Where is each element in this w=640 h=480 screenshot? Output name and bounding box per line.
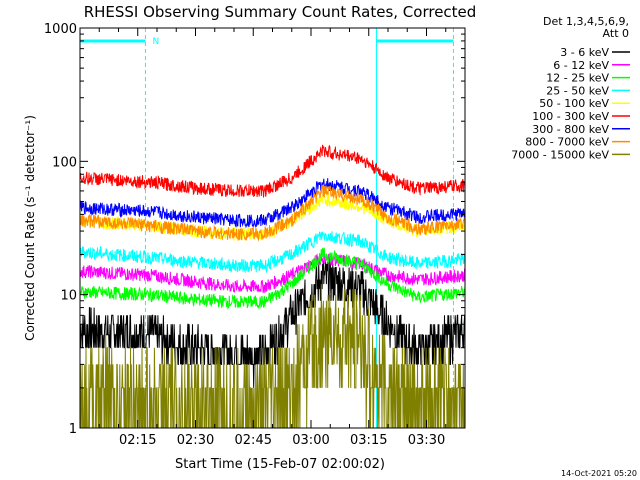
x-tick-label: 03:15: [350, 433, 387, 448]
series-line-8: [79, 184, 466, 242]
y-tick-label: 100: [52, 155, 77, 170]
legend-label: 6 - 12 keV: [553, 59, 609, 72]
y-tick-label: 10: [60, 289, 77, 304]
chart-title: RHESSI Observing Summary Count Rates, Co…: [84, 3, 477, 21]
legend-header: Att 0: [603, 27, 629, 40]
legend-label: 25 - 50 keV: [546, 84, 609, 97]
x-tick-label: 02:30: [177, 433, 214, 448]
x-tick-label: 03:00: [292, 433, 329, 448]
legend-label: 12 - 25 keV: [546, 72, 609, 85]
series-line-6: [79, 144, 466, 198]
footer-date: 14-Oct-2021 05:20: [561, 469, 637, 478]
series-line-5: [79, 193, 466, 242]
x-tick-label: 02:45: [235, 433, 272, 448]
axes-ticks: 1 10 100 1000 02:15 02:30 02:45 03:00 03:15 03:30: [44, 22, 465, 448]
legend-label: 100 - 300 keV: [532, 110, 609, 123]
legend-label: 300 - 800 keV: [532, 123, 609, 136]
series-line-7: [79, 178, 466, 229]
legend-label: 800 - 7000 keV: [525, 136, 609, 149]
series-line-4: [79, 231, 466, 274]
y-tick-label: 1000: [44, 22, 77, 37]
legend-label: 3 - 6 keV: [560, 46, 609, 59]
series-line-9: [79, 284, 466, 429]
x-tick-label: 03:30: [408, 433, 445, 448]
y-tick-label: 1: [69, 422, 77, 437]
legend-label: 50 - 100 keV: [539, 97, 609, 110]
y-axis-label: Corrected Count Rate (s⁻¹ detector⁻¹): [23, 115, 37, 341]
legend-label: 7000 - 15000 keV: [511, 148, 609, 161]
x-tick-label: 02:15: [119, 433, 156, 448]
x-axis-label: Start Time (15-Feb-07 02:00:02): [175, 457, 385, 472]
legend-header: Det 1,3,4,5,6,9,: [543, 15, 629, 28]
series-line-3: [79, 247, 466, 310]
plot-area: N: [79, 28, 466, 429]
series-line-2: [79, 252, 466, 294]
night-flag-label: N: [152, 37, 159, 47]
